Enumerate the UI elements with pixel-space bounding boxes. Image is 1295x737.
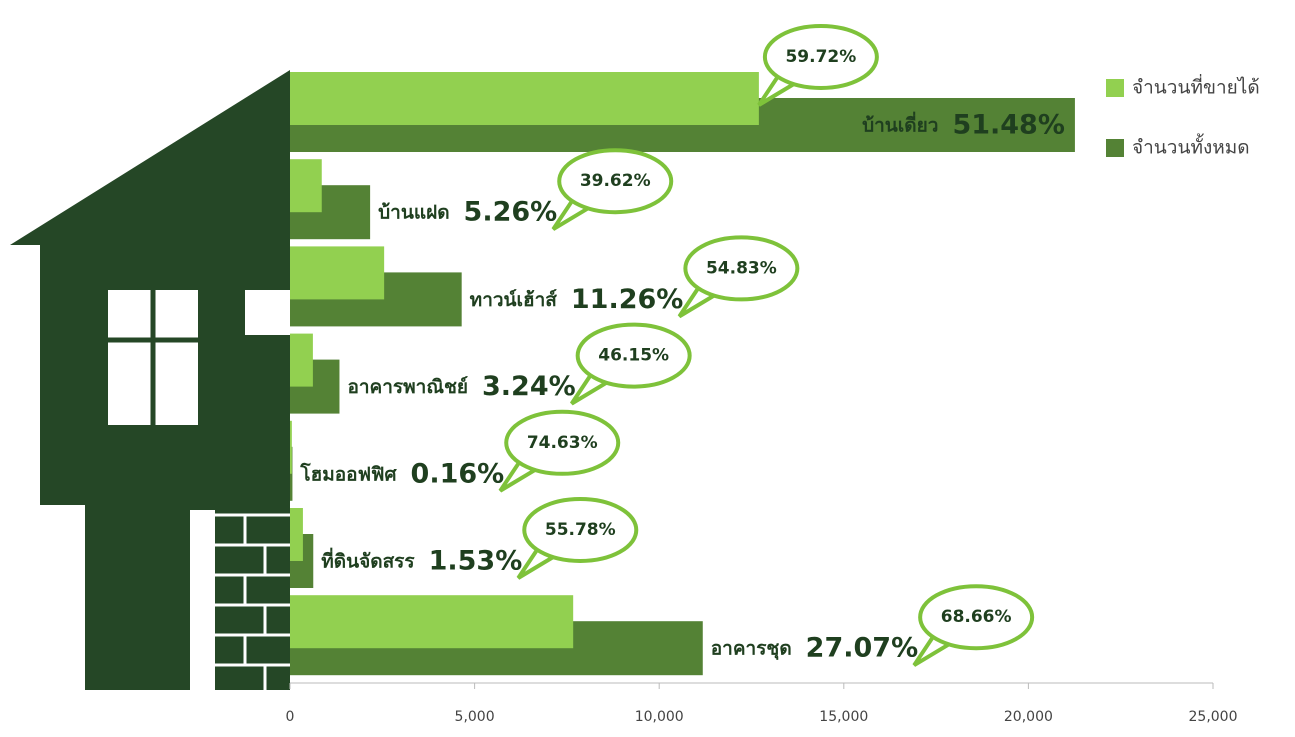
category-label: อาคารชุด: [711, 638, 792, 661]
x-tick-label: 25,000: [1189, 709, 1238, 725]
sold-rate-label: 68.66%: [941, 607, 1012, 627]
legend-swatch: [1106, 139, 1124, 157]
sold-rate-label: 55.78%: [545, 520, 616, 540]
category-label: บ้านเดี่ยว: [862, 112, 938, 137]
x-tick-label: 20,000: [1004, 709, 1053, 725]
category-label: ที่ดินจัดสรร: [321, 548, 415, 573]
share-label: 11.26%: [571, 284, 683, 315]
category-label: บ้านแฝด: [378, 202, 449, 224]
bar: [290, 72, 759, 125]
bubble: [762, 24, 879, 90]
bar: [290, 508, 303, 561]
share-label: 0.16%: [411, 458, 505, 489]
bar: [290, 159, 322, 213]
category-label: อาคารพาณิชย์: [347, 376, 468, 398]
bubble: [683, 235, 800, 302]
share-label: 1.53%: [429, 546, 523, 577]
bar: [290, 246, 385, 300]
category-label: ทาวน์เฮ้าส์: [470, 289, 558, 311]
x-tick-label: 5,000: [455, 709, 495, 725]
bubble: [918, 584, 1035, 651]
bubble: [504, 409, 621, 476]
bubble: [522, 497, 639, 563]
share-label: 51.48%: [952, 110, 1064, 141]
legend-label: จำนวนที่ขายได้: [1132, 74, 1260, 99]
share-label: 3.24%: [482, 371, 576, 402]
x-tick-label: 0: [286, 709, 295, 725]
legend-swatch: [1106, 79, 1124, 97]
share-label: 27.07%: [806, 633, 918, 664]
bar: [290, 420, 292, 474]
bubble: [575, 322, 692, 389]
sold-rate-label: 46.15%: [598, 346, 669, 366]
sold-rate-label: 54.83%: [706, 258, 777, 278]
bar: [290, 333, 313, 387]
house-silhouette: [10, 70, 290, 690]
sold-rate-label: 39.62%: [580, 171, 651, 191]
x-tick-label: 10,000: [635, 709, 684, 725]
sold-rate-label: 59.72%: [785, 47, 856, 67]
x-tick-label: 15,000: [819, 709, 868, 725]
bar: [290, 595, 574, 649]
share-label: 5.26%: [464, 197, 558, 228]
sold-rate-label: 74.63%: [527, 433, 598, 453]
category-label: โฮมออฟฟิศ: [299, 462, 397, 485]
legend-label: จำนวนทั้งหมด: [1132, 134, 1250, 159]
bubble: [557, 148, 674, 215]
